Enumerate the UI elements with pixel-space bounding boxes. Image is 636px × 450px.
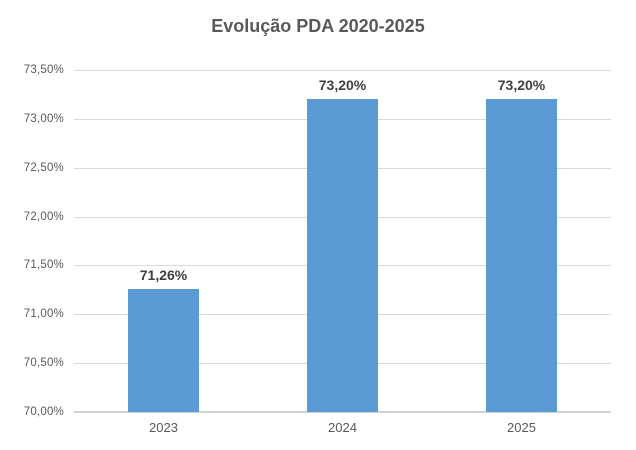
x-axis: 2023 2024 2025 bbox=[74, 420, 611, 438]
y-axis-tick-label: 70,00% bbox=[23, 406, 64, 418]
bar-2024 bbox=[306, 99, 379, 412]
bar-value-label: 73,20% bbox=[318, 77, 367, 94]
y-axis-tick-label: 72,50% bbox=[23, 161, 64, 174]
y-axis-tick-label: 73,50% bbox=[23, 64, 64, 76]
y-axis-tick-label: 73,00% bbox=[23, 112, 64, 125]
x-axis-tick-label: 2023 bbox=[149, 420, 178, 435]
bar-2023 bbox=[127, 288, 200, 412]
y-axis-tick-label: 72,00% bbox=[23, 210, 64, 223]
bar-value-label: 73,20% bbox=[497, 77, 546, 94]
y-axis-tick-label: 71,50% bbox=[23, 259, 64, 272]
y-axis-tick-label: 71,00% bbox=[23, 308, 64, 321]
x-axis-tick-label: 2024 bbox=[328, 420, 357, 435]
y-axis: 70,00% 70,50% 71,00% 71,50% 72,00% 72,50% 73,0… bbox=[0, 64, 64, 418]
x-axis-tick-label: 2025 bbox=[507, 420, 536, 435]
chart-title: Evolução PDA 2020-2025 bbox=[211, 16, 425, 36]
bar-2025 bbox=[485, 99, 558, 412]
gridline bbox=[74, 70, 611, 71]
x-axis-line bbox=[74, 411, 611, 413]
bar-value-label: 71,26% bbox=[139, 266, 188, 283]
plot-area: 71,26% 73,20% 73,20% bbox=[74, 70, 611, 413]
y-axis-tick-label: 70,50% bbox=[23, 357, 64, 370]
